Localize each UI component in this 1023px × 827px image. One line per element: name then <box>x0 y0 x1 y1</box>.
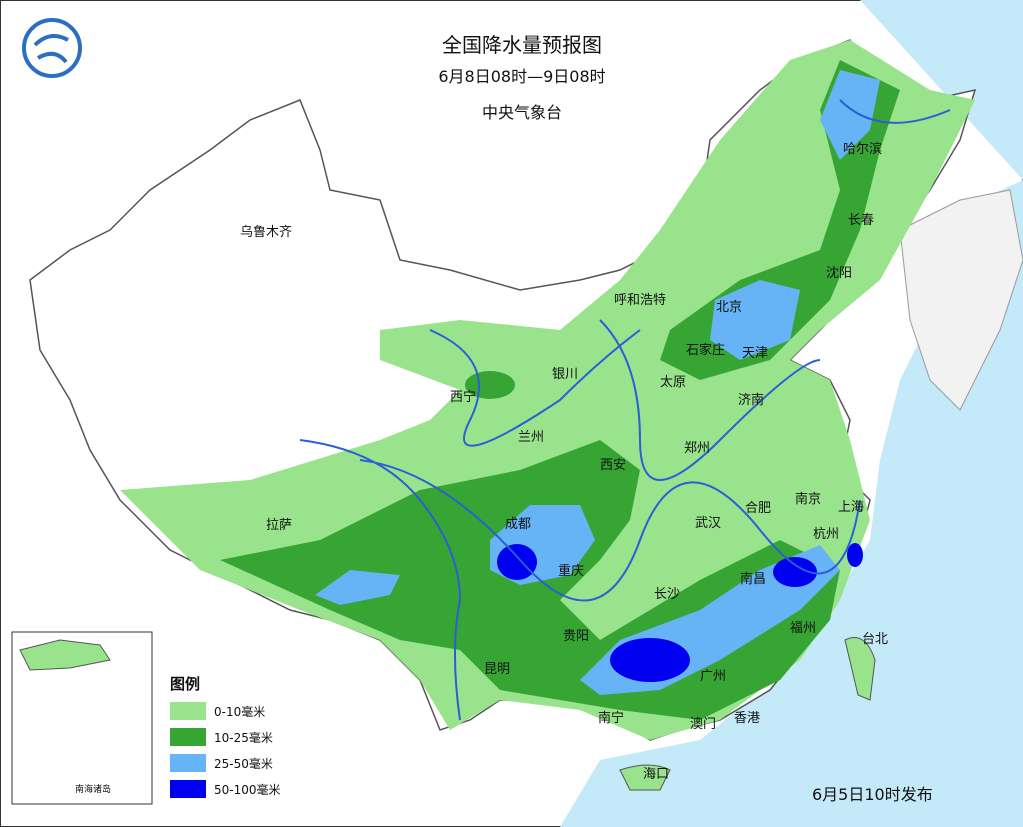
rain-zone <box>610 638 690 682</box>
city: 天津 <box>742 346 768 361</box>
city: 贵阳 <box>563 629 589 644</box>
city: 石家庄 <box>686 342 725 358</box>
city: 乌鲁木齐 <box>240 224 292 240</box>
city-labels: 哈尔滨 长春 沈阳 乌鲁木齐 呼和浩特 北京 天津 石家庄 银川 太原 济南 西… <box>240 141 888 782</box>
city: 郑州 <box>684 441 710 456</box>
city: 杭州 <box>813 527 839 542</box>
logo <box>22 18 82 78</box>
city: 成都 <box>505 517 531 532</box>
rain-zone <box>773 557 817 587</box>
inset-label: 南海诸岛 <box>75 783 111 795</box>
city: 广州 <box>700 669 726 684</box>
legend-label: 25-50毫米 <box>214 756 273 771</box>
hainan <box>619 764 671 791</box>
city: 海口 <box>643 767 669 782</box>
agency: 中央气象台 <box>482 103 562 122</box>
legend-label: 50-100毫米 <box>214 782 281 797</box>
city: 银川 <box>552 367 578 382</box>
city: 福州 <box>790 621 816 636</box>
city: 昆明 <box>484 662 510 677</box>
logo-mark <box>33 34 69 64</box>
issue-time: 6月5日10时发布 <box>812 785 933 804</box>
city: 武汉 <box>695 516 721 531</box>
legend-swatch <box>170 702 206 720</box>
korea-area <box>899 189 1023 411</box>
city: 拉萨 <box>266 518 292 533</box>
city: 南宁 <box>598 710 624 726</box>
city: 兰州 <box>518 430 544 445</box>
legend-title: 图例 <box>170 675 200 693</box>
city: 南昌 <box>740 571 766 587</box>
city: 长春 <box>848 213 874 228</box>
city: 呼和浩特 <box>614 293 666 308</box>
rain-zone <box>847 543 863 567</box>
river <box>299 99 951 721</box>
city: 台北 <box>862 632 888 647</box>
city: 西宁 <box>450 389 476 405</box>
city: 重庆 <box>558 563 584 579</box>
city: 南京 <box>795 491 821 507</box>
taiwan <box>844 637 876 701</box>
city: 澳门 <box>690 716 716 732</box>
city: 哈尔滨 <box>843 141 882 157</box>
legend-label: 10-25毫米 <box>214 730 273 745</box>
city: 上海 <box>838 500 864 515</box>
inset-coast <box>19 639 111 671</box>
city: 长沙 <box>654 587 680 602</box>
city: 香港 <box>734 711 760 726</box>
rain-zone <box>315 570 400 605</box>
city: 沈阳 <box>826 266 852 281</box>
rain-zone <box>710 280 800 360</box>
legend: 0-10毫米 10-25毫米 25-50毫米 50-100毫米 <box>170 702 281 798</box>
subtitle: 6月8日08时—9日08时 <box>438 67 605 86</box>
legend-label: 0-10毫米 <box>214 704 265 719</box>
city: 北京 <box>716 300 742 315</box>
legend-swatch <box>170 728 206 746</box>
city: 太原 <box>660 375 686 390</box>
city: 合肥 <box>745 501 771 516</box>
legend-swatch <box>170 780 206 798</box>
ocean <box>560 0 1023 827</box>
rain-zone <box>497 544 537 580</box>
legend-swatch <box>170 754 206 772</box>
city: 济南 <box>738 392 764 408</box>
city: 西安 <box>600 458 626 473</box>
rain-zone <box>820 70 880 160</box>
title: 全国降水量预报图 <box>442 33 602 57</box>
